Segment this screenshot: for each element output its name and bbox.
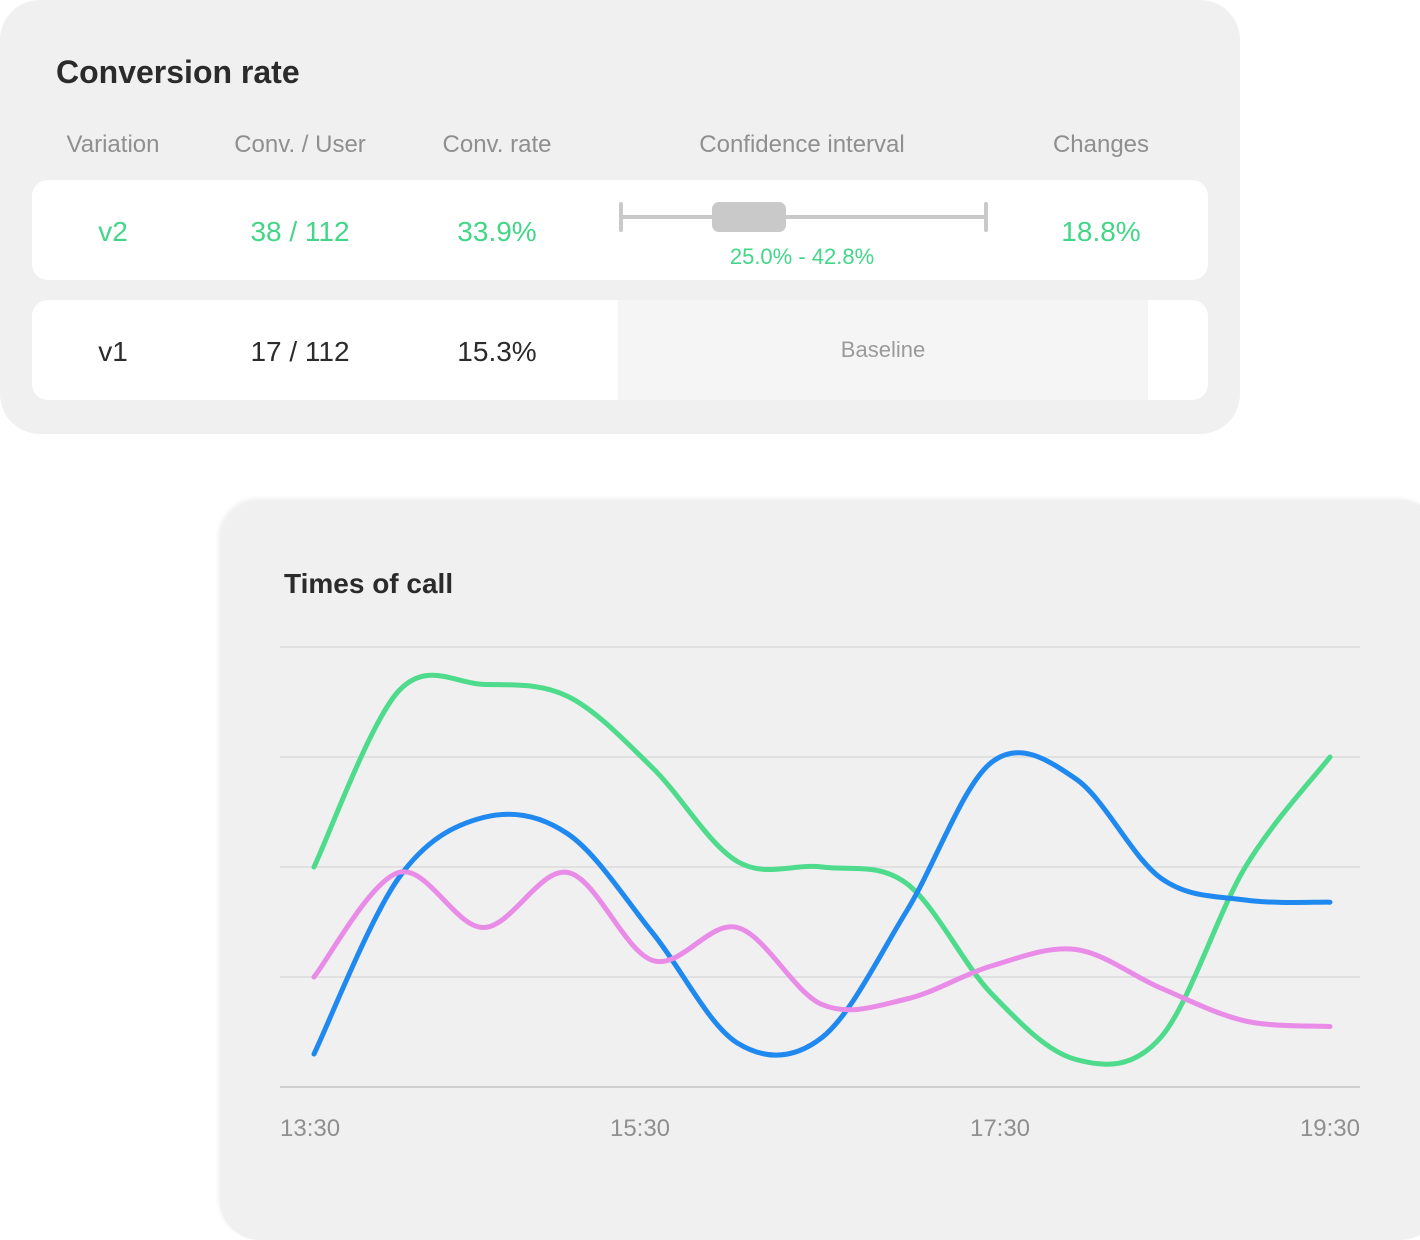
x-tick-label: 17:30 <box>970 1115 1030 1142</box>
times-of-call-chart: 13:30 15:30 17:30 19:30 <box>280 646 1360 1142</box>
x-tick-label: 19:30 <box>1300 1115 1360 1142</box>
header-conv-rate: Conv. rate <box>442 131 552 158</box>
x-tick-label: 13:30 <box>280 1115 340 1142</box>
table-row-v1[interactable]: v1 17 / 112 15.3% Baseline <box>32 300 1208 400</box>
confidence-interval-label: 25.0% - 42.8% <box>729 244 875 269</box>
ci-range-line <box>620 215 986 219</box>
table-row-v2[interactable]: v2 38 / 112 33.9% 25.0% - 42.8% 18.8% <box>32 180 1208 280</box>
series-line-3 <box>311 869 1333 1029</box>
conv-rate-cell: 15.3% <box>457 336 537 367</box>
baseline-cell: Baseline <box>618 300 1148 400</box>
times-of-call-card: Times of call 13:30 15:30 17:30 19:30 <box>220 500 1420 1240</box>
ci-lower-cap <box>619 202 623 232</box>
x-tick-label: 15:30 <box>610 1115 670 1142</box>
ci-upper-cap <box>984 202 988 232</box>
ci-estimate-box <box>712 202 786 232</box>
change-cell: 18.8% <box>1061 216 1141 247</box>
conversion-rate-card: Conversion rate Variation Conv. / User C… <box>0 0 1240 434</box>
series-line-1 <box>311 672 1333 1067</box>
header-conv-user: Conv. / User <box>234 131 366 158</box>
series-line-2 <box>311 750 1333 1058</box>
conv-rate-cell: 33.9% <box>457 216 537 247</box>
variation-cell: v1 <box>98 336 128 367</box>
conv-user-cell: 17 / 112 <box>250 336 350 367</box>
x-axis-ticks: 13:30 15:30 17:30 19:30 <box>280 1115 1360 1142</box>
variation-cell: v2 <box>98 216 128 247</box>
chart-title: Times of call <box>284 568 454 599</box>
chart-gridlines <box>280 646 1360 1088</box>
baseline-label: Baseline <box>840 337 926 362</box>
conversion-rate-title: Conversion rate <box>56 54 300 90</box>
conv-user-cell: 38 / 112 <box>250 216 350 247</box>
header-variation: Variation <box>66 131 160 158</box>
chart-series <box>311 672 1333 1067</box>
header-confidence-interval: Confidence interval <box>699 131 905 158</box>
header-changes: Changes <box>1052 131 1150 158</box>
